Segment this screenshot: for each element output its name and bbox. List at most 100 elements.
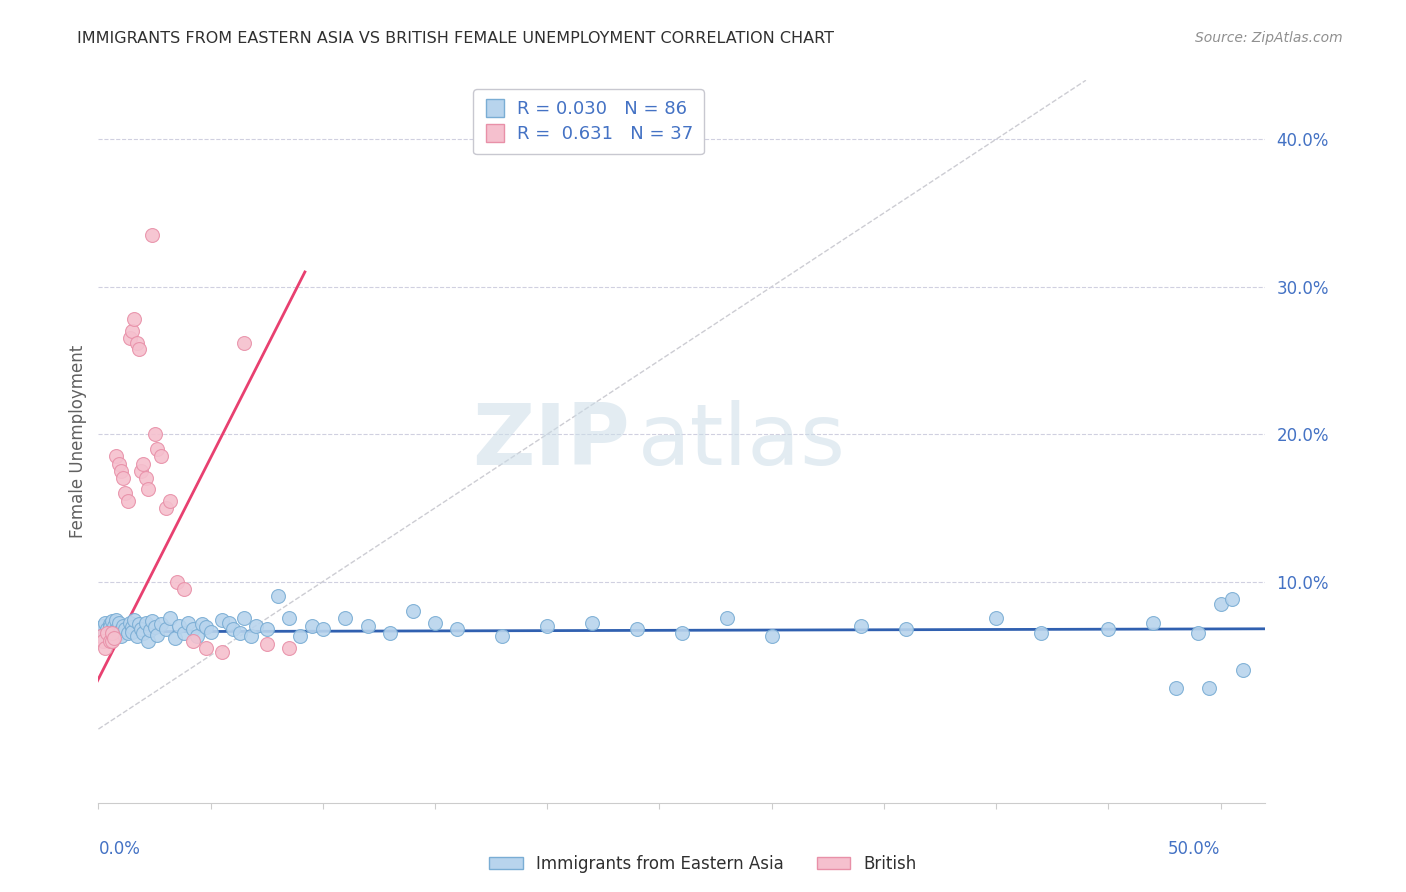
Point bbox=[105, 622, 128, 636]
Point bbox=[128, 342, 150, 356]
Point bbox=[166, 574, 188, 589]
Point bbox=[190, 617, 212, 632]
Point bbox=[101, 624, 124, 639]
Point bbox=[186, 629, 208, 643]
Text: Source: ZipAtlas.com: Source: ZipAtlas.com bbox=[1195, 31, 1343, 45]
Point bbox=[118, 331, 141, 345]
Point bbox=[96, 622, 118, 636]
Point bbox=[132, 457, 155, 471]
Point bbox=[245, 619, 267, 633]
Point bbox=[139, 624, 162, 638]
Point bbox=[1097, 622, 1119, 636]
Point bbox=[1198, 681, 1220, 695]
Point bbox=[181, 633, 204, 648]
Point bbox=[98, 633, 121, 648]
Point bbox=[290, 629, 312, 643]
Point bbox=[103, 631, 125, 645]
Point bbox=[121, 324, 143, 338]
Point bbox=[1164, 681, 1187, 695]
Point bbox=[136, 633, 159, 648]
Point bbox=[222, 622, 245, 636]
Point bbox=[155, 622, 177, 636]
Text: 0.0%: 0.0% bbox=[98, 839, 141, 858]
Point bbox=[278, 611, 301, 625]
Point bbox=[146, 628, 169, 642]
Text: ZIP: ZIP bbox=[471, 400, 630, 483]
Point bbox=[107, 457, 129, 471]
Point bbox=[94, 615, 117, 630]
Point bbox=[851, 619, 873, 633]
Point bbox=[536, 619, 558, 633]
Point bbox=[96, 629, 118, 643]
Point bbox=[103, 631, 125, 645]
Point bbox=[167, 619, 190, 633]
Point bbox=[671, 626, 693, 640]
Point bbox=[136, 482, 159, 496]
Point bbox=[90, 629, 112, 643]
Point bbox=[581, 615, 603, 630]
Point bbox=[107, 626, 129, 640]
Point bbox=[233, 611, 256, 625]
Point bbox=[195, 620, 218, 634]
Point bbox=[91, 628, 114, 642]
Point bbox=[101, 626, 124, 640]
Text: IMMIGRANTS FROM EASTERN ASIA VS BRITISH FEMALE UNEMPLOYMENT CORRELATION CHART: IMMIGRANTS FROM EASTERN ASIA VS BRITISH … bbox=[77, 31, 834, 46]
Point bbox=[135, 471, 157, 485]
Point bbox=[312, 622, 335, 636]
Point bbox=[94, 626, 117, 640]
Text: 50.0%: 50.0% bbox=[1168, 839, 1220, 858]
Point bbox=[117, 626, 139, 640]
Point bbox=[896, 622, 918, 636]
Point bbox=[112, 471, 135, 485]
Point bbox=[1142, 615, 1164, 630]
Point bbox=[141, 228, 163, 243]
Point bbox=[159, 493, 181, 508]
Point bbox=[143, 620, 166, 634]
Point bbox=[107, 615, 129, 630]
Point bbox=[229, 626, 252, 640]
Point bbox=[125, 629, 148, 643]
Point bbox=[121, 624, 143, 639]
Point bbox=[150, 617, 173, 632]
Point bbox=[446, 622, 468, 636]
Point bbox=[129, 464, 152, 478]
Point bbox=[129, 622, 152, 636]
Point bbox=[132, 626, 155, 640]
Point bbox=[761, 629, 783, 643]
Point bbox=[112, 619, 135, 633]
Point bbox=[173, 626, 195, 640]
Point bbox=[114, 486, 136, 500]
Point bbox=[124, 312, 146, 326]
Point bbox=[121, 620, 143, 634]
Point bbox=[233, 335, 256, 350]
Point bbox=[98, 617, 121, 632]
Point bbox=[150, 450, 173, 464]
Point bbox=[135, 615, 157, 630]
Point bbox=[240, 629, 263, 643]
Point bbox=[105, 450, 128, 464]
Point bbox=[423, 615, 446, 630]
Point bbox=[124, 613, 146, 627]
Point bbox=[117, 493, 139, 508]
Point bbox=[1029, 626, 1052, 640]
Point bbox=[110, 629, 132, 643]
Point bbox=[110, 624, 132, 638]
Point bbox=[146, 442, 169, 456]
Point bbox=[103, 619, 125, 633]
Point bbox=[256, 636, 278, 650]
Y-axis label: Female Unemployment: Female Unemployment bbox=[69, 345, 87, 538]
Text: atlas: atlas bbox=[637, 400, 845, 483]
Point bbox=[96, 626, 118, 640]
Point bbox=[256, 622, 278, 636]
Point bbox=[401, 604, 423, 618]
Point bbox=[98, 620, 121, 634]
Point bbox=[101, 615, 124, 629]
Point bbox=[91, 633, 114, 648]
Point bbox=[211, 613, 233, 627]
Point bbox=[177, 615, 200, 630]
Point bbox=[105, 613, 128, 627]
Point bbox=[118, 615, 141, 630]
Point bbox=[380, 626, 402, 640]
Point bbox=[91, 619, 114, 633]
Point bbox=[125, 335, 148, 350]
